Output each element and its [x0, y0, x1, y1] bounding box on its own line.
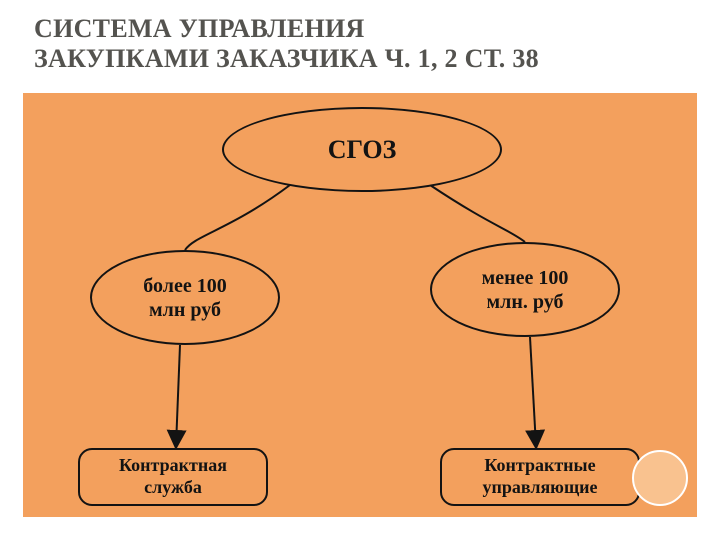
- node-right-mid-label: менее 100 млн. руб: [482, 266, 569, 314]
- slide: СИСТЕМА УПРАВЛЕНИЯ ЗАКУПКАМИ ЗАКАЗЧИКА Ч…: [0, 0, 720, 540]
- slide-title: СИСТЕМА УПРАВЛЕНИЯ ЗАКУПКАМИ ЗАКАЗЧИКА Ч…: [34, 14, 539, 74]
- node-root-label: СГОЗ: [328, 134, 397, 165]
- node-left-leaf: Контрактная служба: [78, 448, 268, 506]
- node-root: СГОЗ: [222, 107, 502, 192]
- node-right-leaf: Контрактные управляющие: [440, 448, 640, 506]
- node-right-leaf-label: Контрактные управляющие: [482, 455, 597, 498]
- node-left-mid-label: более 100 млн руб: [143, 274, 226, 322]
- node-left-mid: более 100 млн руб: [90, 250, 280, 345]
- node-right-mid: менее 100 млн. руб: [430, 242, 620, 337]
- node-left-leaf-label: Контрактная служба: [119, 455, 227, 498]
- decorative-circle: [632, 450, 688, 506]
